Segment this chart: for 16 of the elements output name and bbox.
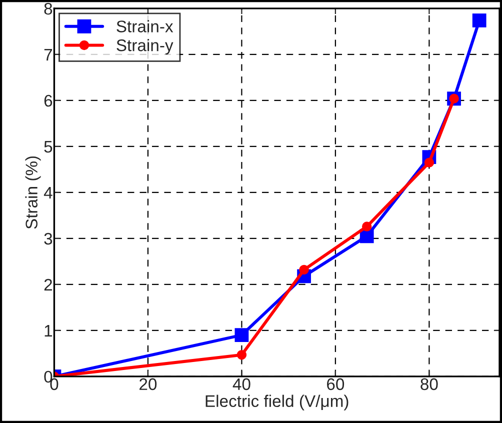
y-tick-label: 5 (44, 141, 52, 153)
y-tick-label: 4 (44, 187, 52, 199)
legend-label: Strain-x (116, 20, 174, 32)
y-tick-label: 2 (44, 278, 52, 291)
x-tick-label: 80 (420, 378, 438, 390)
y-tick-label: 8 (44, 2, 52, 15)
y-tick-label: 3 (44, 232, 52, 245)
y-tick-label: 6 (44, 94, 52, 107)
legend-label: Strain-y (116, 38, 174, 55)
y-tick-label: 1 (44, 325, 52, 337)
y-axis-title: Strain (%) (25, 156, 41, 229)
x-tick-label: 40 (232, 378, 250, 390)
x-axis-title: Electric field (V/μm) (206, 394, 348, 410)
x-tick-label: 20 (140, 378, 157, 390)
y-tick-label: 7 (44, 49, 52, 60)
x-tick-label: 60 (327, 378, 344, 390)
